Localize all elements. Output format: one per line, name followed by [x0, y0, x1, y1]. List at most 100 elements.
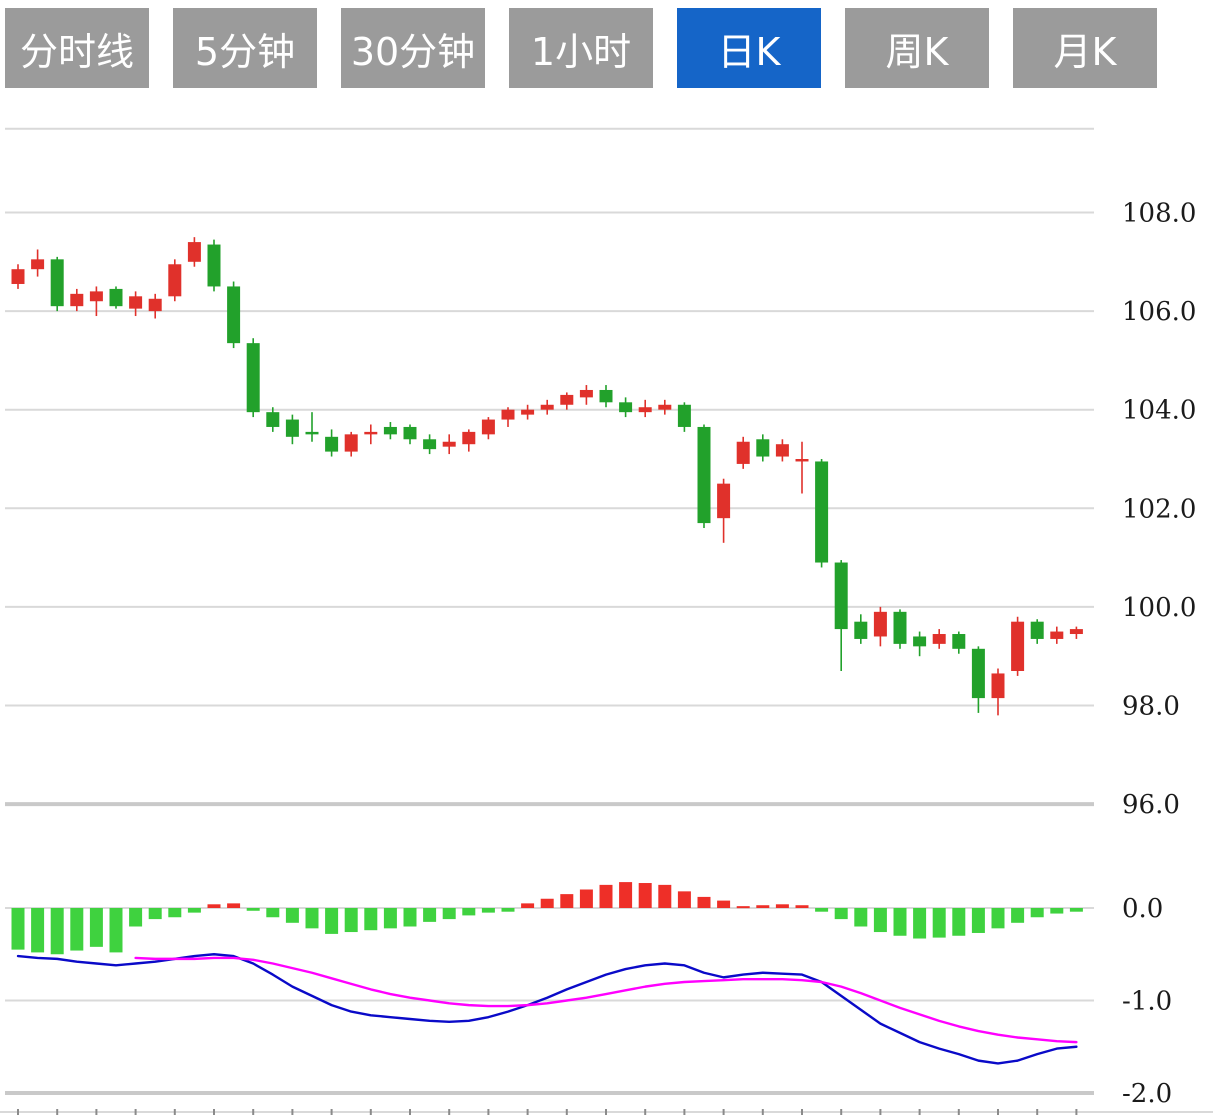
macd-bar — [148, 908, 162, 920]
tab-daily-k[interactable]: 日K — [677, 8, 821, 88]
macd-bar — [815, 908, 829, 912]
candle-body — [736, 441, 750, 464]
macd-bar — [756, 905, 770, 908]
macd-bar — [579, 889, 593, 908]
macd-bar — [89, 908, 103, 947]
tab-time-share[interactable]: 分时线 — [5, 8, 149, 88]
candle-body — [775, 444, 789, 457]
macd-bar — [795, 905, 809, 908]
candle-body — [991, 673, 1005, 699]
bottom-axis — [0, 1109, 1213, 1115]
candle-body — [383, 426, 397, 435]
macd-bar — [619, 882, 633, 908]
price-gridlines — [5, 127, 1094, 807]
macd-bar — [521, 903, 535, 908]
dea-line — [134, 956, 1078, 1044]
candle-body — [638, 407, 652, 413]
tab-1hour[interactable]: 1小时 — [509, 8, 653, 88]
macd-bar — [658, 884, 672, 908]
macd-bar — [109, 908, 123, 953]
candle-body — [697, 426, 711, 524]
macd-bar — [501, 908, 515, 912]
candle-body — [854, 621, 868, 639]
candle-body — [560, 394, 574, 405]
candle-body — [50, 259, 64, 307]
candle-body — [579, 389, 593, 398]
macd-bar — [952, 908, 966, 936]
macd-bar — [717, 900, 731, 908]
price-tick-label: 96.0 — [1122, 790, 1180, 820]
candle-body — [501, 409, 515, 420]
candle-body — [717, 483, 731, 519]
macd-bar — [991, 908, 1005, 929]
candle-body — [423, 439, 437, 450]
macd-bar — [638, 883, 652, 908]
macd-gridlines — [5, 907, 1094, 1095]
price-tick-label: 106.0 — [1122, 297, 1196, 327]
candlesticks — [11, 237, 1083, 716]
macd-bar — [383, 908, 397, 929]
macd-bar — [168, 908, 182, 918]
candle-body — [1050, 631, 1064, 639]
candle-body — [599, 389, 613, 403]
candle-body — [619, 402, 633, 413]
macd-bar — [971, 908, 985, 933]
candle-body — [31, 259, 45, 270]
candle-body — [227, 286, 241, 344]
candle-body — [442, 441, 456, 447]
candle-body — [344, 434, 358, 452]
macd-bar — [1030, 908, 1044, 918]
candle-body — [325, 436, 339, 452]
candle-body — [971, 648, 985, 699]
candle-body — [109, 288, 123, 307]
candle-body — [893, 611, 907, 644]
macd-bar — [285, 908, 299, 923]
macd-bar — [207, 904, 221, 908]
candle-body — [266, 412, 280, 427]
candle-body — [168, 264, 182, 297]
macd-bar — [834, 908, 848, 920]
macd-bar — [325, 908, 339, 934]
macd-bar — [854, 908, 868, 927]
macd-tick-label: 0.0 — [1122, 894, 1163, 924]
macd-bar — [775, 904, 789, 908]
candle-body — [129, 296, 143, 309]
candle-body — [285, 419, 299, 437]
candle-body — [364, 431, 378, 435]
candle-body — [70, 293, 84, 307]
tab-30min[interactable]: 30分钟 — [341, 8, 485, 88]
macd-bar — [70, 908, 84, 951]
candle-body — [1011, 621, 1025, 671]
candle-body — [658, 404, 672, 410]
candle-body — [246, 343, 260, 413]
tab-monthly-k[interactable]: 月K — [1013, 8, 1157, 88]
macd-bar — [423, 908, 437, 922]
macd-bar — [442, 908, 456, 920]
macd-tick-label: -2.0 — [1122, 1079, 1172, 1109]
tab-5min[interactable]: 5分钟 — [173, 8, 317, 88]
price-tick-label: 98.0 — [1122, 692, 1180, 722]
candle-body — [89, 291, 103, 302]
macd-bar — [344, 908, 358, 933]
macd-bar — [11, 908, 25, 950]
candle-body — [187, 242, 201, 262]
macd-bar — [1069, 908, 1083, 912]
macd-bar — [31, 908, 45, 953]
candle-body — [305, 431, 319, 435]
price-tick-label: 102.0 — [1122, 494, 1196, 524]
macd-bar — [932, 908, 946, 938]
macd-bar — [50, 908, 64, 955]
macd-bar — [227, 903, 241, 908]
candle-body — [521, 409, 535, 415]
candle-body — [873, 611, 887, 637]
candle-body — [815, 461, 829, 563]
candle-body — [913, 636, 927, 647]
candle-body — [148, 298, 162, 312]
macd-bar — [403, 908, 417, 927]
dif-line — [16, 953, 1078, 1065]
candle-body — [952, 634, 966, 649]
tab-weekly-k[interactable]: 周K — [845, 8, 989, 88]
candle-body — [481, 419, 495, 435]
candle-body — [207, 244, 221, 287]
